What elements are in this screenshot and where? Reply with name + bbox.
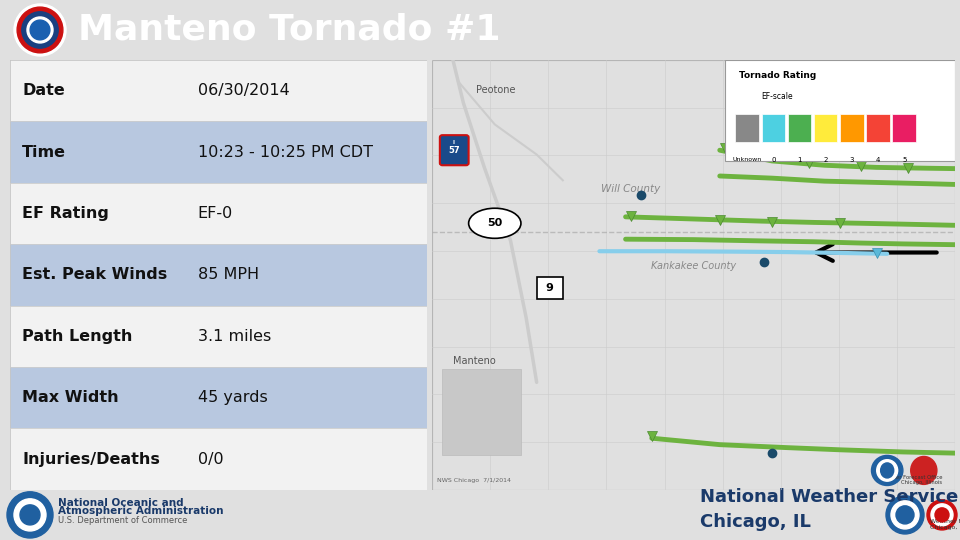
Text: Weather Forecast Office
Chicago, Illinois: Weather Forecast Office Chicago, Illinoi… xyxy=(930,519,960,530)
Text: 10:23 - 10:25 PM CDT: 10:23 - 10:25 PM CDT xyxy=(198,145,372,159)
Ellipse shape xyxy=(896,506,914,524)
Bar xyxy=(10,428,427,490)
Ellipse shape xyxy=(872,455,903,485)
Text: Manteno: Manteno xyxy=(453,356,495,366)
Text: Est. Peak Winds: Est. Peak Winds xyxy=(22,267,167,282)
Text: National Oceanic and: National Oceanic and xyxy=(58,498,183,508)
FancyBboxPatch shape xyxy=(440,135,468,165)
Bar xyxy=(735,114,759,141)
Ellipse shape xyxy=(911,456,937,484)
Text: 3: 3 xyxy=(850,157,854,163)
Bar xyxy=(788,114,811,141)
Ellipse shape xyxy=(927,500,957,530)
Circle shape xyxy=(30,20,50,40)
Bar xyxy=(751,131,780,152)
Text: EF-0: EF-0 xyxy=(198,206,232,221)
Bar xyxy=(840,114,864,141)
Bar xyxy=(10,306,427,367)
Ellipse shape xyxy=(886,496,924,534)
Text: I: I xyxy=(453,140,455,145)
Ellipse shape xyxy=(7,492,53,538)
Text: 4: 4 xyxy=(876,157,880,163)
Text: 9: 9 xyxy=(546,283,554,293)
Text: National Weather Service
Chicago, IL: National Weather Service Chicago, IL xyxy=(700,488,958,531)
Text: Unknown: Unknown xyxy=(732,157,762,161)
Text: EF-scale: EF-scale xyxy=(761,92,793,101)
Text: 06/30/2014: 06/30/2014 xyxy=(198,83,289,98)
Text: 17: 17 xyxy=(758,137,772,146)
Bar xyxy=(814,114,837,141)
Bar xyxy=(893,114,916,141)
Text: Weather Forecast Office
Chicago, Illinois: Weather Forecast Office Chicago, Illinoi… xyxy=(878,475,942,485)
Text: Manteno Tornado #1: Manteno Tornado #1 xyxy=(78,13,500,47)
Circle shape xyxy=(17,7,62,53)
Bar xyxy=(443,369,521,455)
Text: 0: 0 xyxy=(771,157,776,163)
Text: Atmospheric Administration: Atmospheric Administration xyxy=(58,506,224,516)
Text: 5: 5 xyxy=(902,157,906,163)
Circle shape xyxy=(14,4,66,56)
Text: Time: Time xyxy=(22,145,66,159)
Text: Injuries/Deaths: Injuries/Deaths xyxy=(22,451,160,467)
Text: 2: 2 xyxy=(824,157,828,163)
Circle shape xyxy=(27,17,53,43)
Text: 85 MPH: 85 MPH xyxy=(198,267,258,282)
Bar xyxy=(10,367,427,428)
Text: 57: 57 xyxy=(448,146,460,154)
Text: EF Rating: EF Rating xyxy=(22,206,109,221)
Text: 3.1 miles: 3.1 miles xyxy=(198,329,271,344)
Text: Will County: Will County xyxy=(601,184,660,194)
Ellipse shape xyxy=(880,463,894,478)
Ellipse shape xyxy=(876,460,898,481)
Ellipse shape xyxy=(891,501,919,529)
Ellipse shape xyxy=(20,505,40,525)
Circle shape xyxy=(22,12,59,48)
Ellipse shape xyxy=(468,208,521,238)
Text: 0/0: 0/0 xyxy=(198,451,223,467)
Text: Peotone: Peotone xyxy=(476,85,516,95)
Text: NWS Chicago  7/1/2014: NWS Chicago 7/1/2014 xyxy=(437,478,512,483)
Text: Kankakee County: Kankakee County xyxy=(651,261,736,271)
Ellipse shape xyxy=(935,508,949,522)
Text: 1: 1 xyxy=(798,157,802,163)
Bar xyxy=(761,114,785,141)
Bar xyxy=(10,122,427,183)
Text: 45 yards: 45 yards xyxy=(198,390,267,405)
Bar xyxy=(10,244,427,306)
Bar xyxy=(866,114,890,141)
Text: 50: 50 xyxy=(487,218,502,228)
Bar xyxy=(725,60,955,161)
Bar xyxy=(537,277,563,299)
Bar xyxy=(10,183,427,244)
Text: Tornado Rating: Tornado Rating xyxy=(738,71,816,80)
Bar xyxy=(10,60,427,122)
Text: Path Length: Path Length xyxy=(22,329,132,344)
Text: Date: Date xyxy=(22,83,65,98)
Text: U.S. Department of Commerce: U.S. Department of Commerce xyxy=(58,516,187,525)
Text: Max Width: Max Width xyxy=(22,390,119,405)
Ellipse shape xyxy=(931,504,953,526)
Ellipse shape xyxy=(14,499,46,531)
